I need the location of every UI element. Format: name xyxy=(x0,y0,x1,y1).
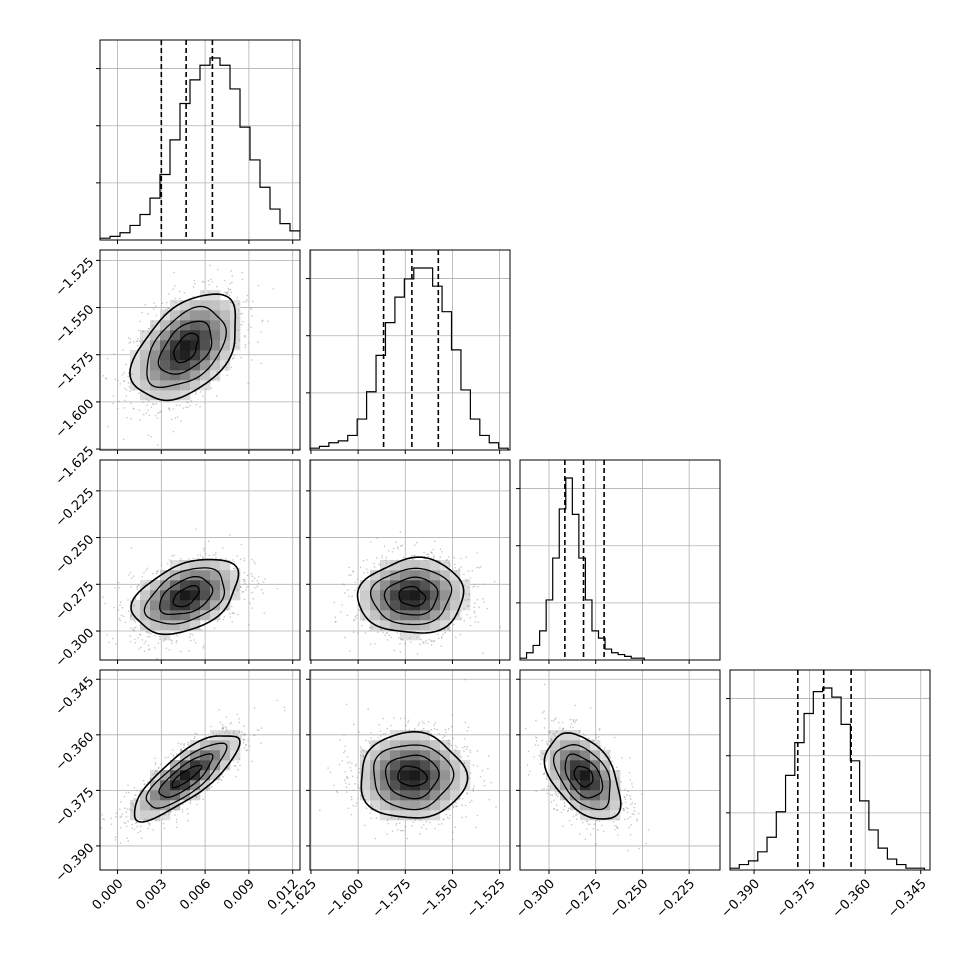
panel-frame xyxy=(99,459,301,661)
x-tick-label: 0.006 xyxy=(177,876,214,913)
contour-3-0-2 xyxy=(145,742,228,809)
scatter-points xyxy=(319,678,497,841)
histogram-3 xyxy=(730,670,926,870)
panel-3-1 xyxy=(319,678,497,841)
panel-frame xyxy=(309,669,511,871)
x-tick-label: −0.275 xyxy=(560,876,605,921)
contour-1-0-1 xyxy=(157,320,213,375)
x-tick-label: −0.300 xyxy=(513,876,558,921)
y-tick-label: −1.525 xyxy=(53,255,98,300)
x-tick-label: 0.003 xyxy=(133,876,170,913)
grid-lines xyxy=(520,460,720,660)
y-tick-label: −0.250 xyxy=(53,532,98,577)
contour-3-2-2 xyxy=(552,744,611,811)
contour-3-0-1 xyxy=(158,753,214,798)
contour-2-0-2 xyxy=(143,567,226,625)
scatter-points xyxy=(333,531,502,655)
contour-3-2-1 xyxy=(564,753,604,799)
panel-2-0 xyxy=(102,528,279,660)
x-tick-label: 0.000 xyxy=(90,876,127,913)
y-tick-label: −0.300 xyxy=(53,626,98,671)
panel-frame xyxy=(99,669,301,871)
x-tick-label: −1.525 xyxy=(464,876,509,921)
contour-2-1-2 xyxy=(369,567,453,626)
y-tick-label: −0.375 xyxy=(53,785,98,830)
panel-frame xyxy=(99,249,301,451)
panel-2-1 xyxy=(333,531,502,655)
panel-1-0 xyxy=(102,264,275,446)
contour-3-1-3 xyxy=(360,731,469,819)
x-tick-label: −1.575 xyxy=(370,876,415,921)
panel-frame xyxy=(309,459,511,661)
contour-3-0-0 xyxy=(171,764,203,789)
y-tick-label: −1.600 xyxy=(53,397,98,442)
histogram-step-2 xyxy=(520,477,645,660)
y-tick-label: −1.550 xyxy=(53,302,98,347)
x-tick-label: −0.345 xyxy=(885,876,930,921)
scatter-points xyxy=(102,264,275,446)
histogram-1 xyxy=(310,250,509,450)
grid-lines xyxy=(730,670,930,870)
x-tick-label: −0.375 xyxy=(774,876,819,921)
contour-2-0-1 xyxy=(159,575,214,616)
contour-1-0-3 xyxy=(129,293,237,402)
scatter-points xyxy=(100,699,286,847)
contour-1-0-0 xyxy=(173,332,199,364)
x-tick-label: −0.390 xyxy=(718,876,763,921)
panel-frame xyxy=(519,459,721,661)
panel-3-2 xyxy=(525,683,650,852)
contour-3-1-1 xyxy=(384,754,440,800)
panel-frame xyxy=(729,669,931,871)
contour-2-0-3 xyxy=(130,558,240,636)
histogram-step-3 xyxy=(730,687,926,870)
contour-3-2-3 xyxy=(543,732,622,820)
x-tick-label: −1.600 xyxy=(323,876,368,921)
y-tick-label: −0.390 xyxy=(53,841,98,886)
panel-3-0 xyxy=(100,699,286,847)
x-tick-label: −0.360 xyxy=(830,876,875,921)
contour-3-2-0 xyxy=(573,765,594,788)
histogram-2 xyxy=(520,460,645,660)
histogram-0 xyxy=(100,40,300,240)
contour-2-1-0 xyxy=(398,585,427,607)
y-tick-label: −0.345 xyxy=(53,674,98,719)
y-tick-label: −0.275 xyxy=(53,579,98,624)
x-tick-label: −0.250 xyxy=(607,876,652,921)
y-tick-label: −0.225 xyxy=(53,486,98,531)
contour-2-0-0 xyxy=(172,585,200,608)
histogram-step-1 xyxy=(310,267,509,450)
contour-2-1-1 xyxy=(383,576,439,616)
grid-lines xyxy=(520,670,720,870)
histogram-step-0 xyxy=(100,57,300,240)
contour-3-1-2 xyxy=(373,744,455,811)
contour-3-0-3 xyxy=(133,735,241,823)
y-tick-label: −0.360 xyxy=(53,730,98,775)
panel-frame xyxy=(519,669,721,871)
contour-3-1-0 xyxy=(397,765,428,787)
contour-1-0-2 xyxy=(146,305,227,389)
y-tick-label: −1.625 xyxy=(53,444,98,489)
x-tick-label: −0.225 xyxy=(654,876,699,921)
panel-frame xyxy=(99,39,301,241)
y-tick-label: −1.575 xyxy=(53,349,98,394)
panel-frame xyxy=(309,249,511,451)
contour-2-1-3 xyxy=(356,556,465,634)
x-tick-label: 0.009 xyxy=(221,876,258,913)
x-tick-label: −1.550 xyxy=(417,876,462,921)
